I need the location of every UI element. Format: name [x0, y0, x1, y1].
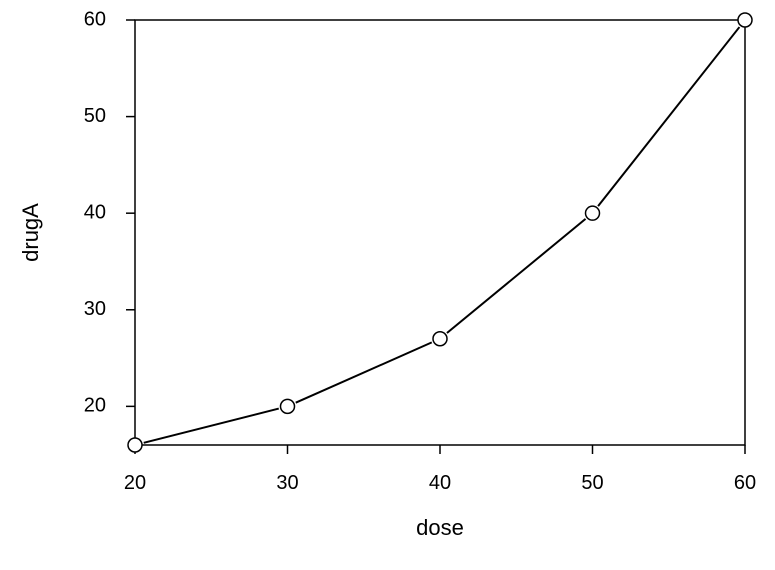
chart-background — [0, 0, 775, 570]
data-point-marker — [433, 332, 447, 346]
data-point-marker — [281, 399, 295, 413]
y-tick-label: 40 — [84, 201, 106, 223]
data-point-marker — [128, 438, 142, 452]
y-tick-label: 50 — [84, 105, 106, 127]
chart-container: 20 30 40 50 60 20 30 40 50 60 dose drugA — [0, 0, 775, 570]
x-tick-label: 40 — [429, 472, 451, 494]
y-tick-label: 20 — [84, 395, 106, 417]
y-tick-label: 30 — [84, 298, 106, 320]
x-tick-label: 50 — [581, 472, 603, 494]
x-tick-label: 20 — [124, 472, 146, 494]
y-tick-label: 60 — [84, 8, 106, 30]
x-tick-label: 30 — [276, 472, 298, 494]
line-chart: 20 30 40 50 60 20 30 40 50 60 dose drugA — [0, 0, 775, 570]
data-point-marker — [738, 13, 752, 27]
y-axis-label: drugA — [18, 203, 43, 262]
x-tick-label: 60 — [734, 472, 756, 494]
x-axis-label: dose — [416, 515, 464, 540]
data-point-marker — [586, 206, 600, 220]
